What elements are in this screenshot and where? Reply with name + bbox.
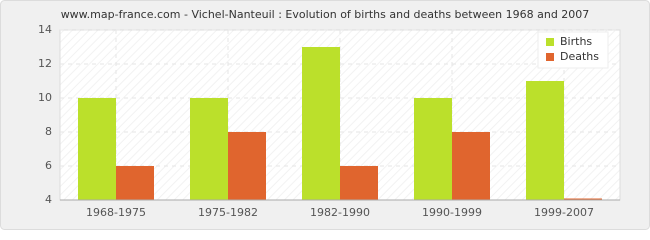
x-tick-label: 1999-2007 — [534, 206, 594, 219]
bar — [228, 132, 266, 200]
y-tick-label: 12 — [38, 57, 52, 70]
x-tick-label: 1968-1975 — [86, 206, 146, 219]
y-tick-label: 4 — [45, 193, 52, 206]
legend-label: Deaths — [560, 50, 599, 63]
chart: www.map-france.com - Vichel-Nanteuil : E… — [0, 0, 650, 230]
x-tick-label: 1990-1999 — [422, 206, 482, 219]
legend-swatch — [546, 38, 554, 46]
y-tick-label: 10 — [38, 91, 52, 104]
legend-swatch — [546, 53, 554, 61]
bar — [78, 98, 116, 200]
y-tick-label: 8 — [45, 125, 52, 138]
y-tick-label: 6 — [45, 159, 52, 172]
bar — [190, 98, 228, 200]
x-tick-label: 1975-1982 — [198, 206, 258, 219]
x-tick-label: 1982-1990 — [310, 206, 370, 219]
bar — [526, 81, 564, 200]
chart-title: www.map-france.com - Vichel-Nanteuil : E… — [61, 8, 590, 21]
bar — [116, 166, 154, 200]
bar — [452, 132, 490, 200]
bar — [302, 47, 340, 200]
legend-label: Births — [560, 35, 592, 48]
bar — [414, 98, 452, 200]
bar — [564, 198, 602, 200]
bar — [340, 166, 378, 200]
y-tick-label: 14 — [38, 23, 52, 36]
